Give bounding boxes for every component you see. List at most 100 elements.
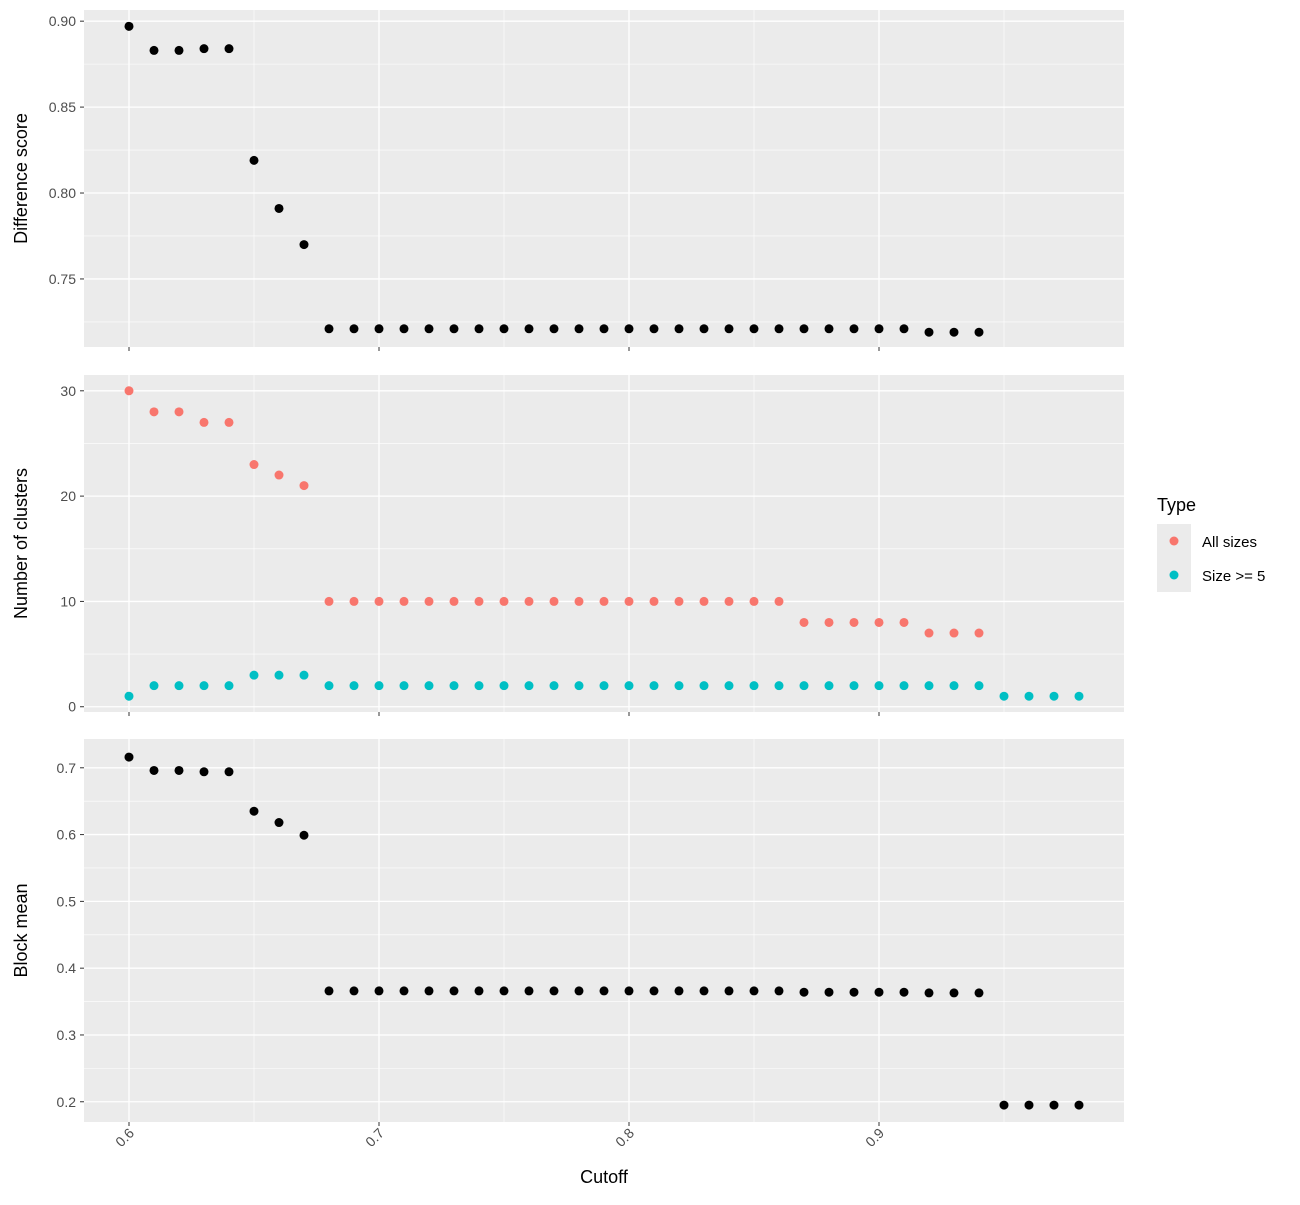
data-point <box>199 417 209 427</box>
data-point <box>574 596 584 606</box>
data-point <box>549 986 559 996</box>
data-point <box>274 203 284 213</box>
x-tick-label: 0.6 <box>112 1125 137 1150</box>
data-point <box>624 986 634 996</box>
data-point <box>949 628 959 638</box>
data-point <box>549 324 559 334</box>
data-point <box>924 681 934 691</box>
legend-label: Size >= 5 <box>1202 568 1265 585</box>
data-point <box>949 988 959 998</box>
data-point <box>674 596 684 606</box>
data-point <box>974 628 984 638</box>
data-point <box>524 324 534 334</box>
data-point <box>349 681 359 691</box>
y-tick-label: 0 <box>68 699 76 715</box>
series-1 <box>124 752 1084 1110</box>
data-point <box>849 617 859 627</box>
data-point <box>649 681 659 691</box>
data-point <box>299 481 309 491</box>
panel-background <box>84 10 1124 347</box>
data-point <box>449 596 459 606</box>
data-point <box>424 681 434 691</box>
data-point <box>949 327 959 337</box>
data-point <box>174 45 184 55</box>
data-point <box>874 987 884 997</box>
data-point <box>849 987 859 997</box>
data-point <box>149 45 159 55</box>
data-point <box>749 986 759 996</box>
data-point <box>249 670 259 680</box>
data-point <box>274 818 284 828</box>
data-point <box>674 324 684 334</box>
data-point <box>724 596 734 606</box>
data-point <box>999 691 1009 701</box>
x-tick-label: 0.8 <box>612 1125 637 1150</box>
y-tick-label: 0.5 <box>57 893 77 909</box>
data-point <box>499 681 509 691</box>
data-point <box>399 324 409 334</box>
data-point <box>524 681 534 691</box>
y-tick-label: 0.90 <box>49 13 76 29</box>
data-point <box>424 986 434 996</box>
x-tick-label: 0.7 <box>362 1125 387 1150</box>
data-point <box>699 324 709 334</box>
data-point <box>924 988 934 998</box>
data-point <box>224 417 234 427</box>
data-point <box>124 21 134 31</box>
data-point <box>1024 1100 1034 1110</box>
data-point <box>899 617 909 627</box>
panel-1: 0.75 0.80 0.85 0.90 Difference score <box>11 10 1124 351</box>
data-point <box>974 681 984 691</box>
y-axis-title: Difference score <box>11 113 31 244</box>
data-point <box>849 681 859 691</box>
data-point <box>774 986 784 996</box>
data-point <box>324 681 334 691</box>
data-point <box>699 596 709 606</box>
data-point <box>374 681 384 691</box>
data-point <box>149 407 159 417</box>
data-point <box>374 324 384 334</box>
data-point <box>824 617 834 627</box>
data-point <box>1074 1100 1084 1110</box>
data-point <box>124 691 134 701</box>
data-point <box>699 986 709 996</box>
data-point <box>424 596 434 606</box>
panel-3: 0.2 0.3 0.4 0.5 0.6 0.7 Block mean <box>11 739 1124 1126</box>
data-point <box>899 324 909 334</box>
data-point <box>974 327 984 337</box>
data-point <box>549 596 559 606</box>
legend-key-marker <box>1169 536 1179 546</box>
series-all-sizes <box>124 386 984 638</box>
data-point <box>349 596 359 606</box>
data-point <box>674 681 684 691</box>
data-point <box>299 830 309 840</box>
data-point <box>624 681 634 691</box>
data-point <box>399 681 409 691</box>
data-point <box>399 596 409 606</box>
data-point <box>824 324 834 334</box>
data-point <box>724 681 734 691</box>
data-point <box>874 617 884 627</box>
data-point <box>724 986 734 996</box>
data-point <box>224 767 234 777</box>
data-point <box>524 986 534 996</box>
data-point <box>124 386 134 396</box>
data-point <box>499 324 509 334</box>
data-point <box>749 681 759 691</box>
data-point <box>249 460 259 470</box>
legend-label: All sizes <box>1202 534 1257 551</box>
data-point <box>649 596 659 606</box>
data-point <box>399 986 409 996</box>
data-point <box>374 986 384 996</box>
data-point <box>949 681 959 691</box>
data-point <box>874 681 884 691</box>
data-point <box>824 987 834 997</box>
data-point <box>799 324 809 334</box>
data-point <box>774 324 784 334</box>
data-point <box>849 324 859 334</box>
panel-background <box>84 375 1124 712</box>
y-tick-label: 0.4 <box>57 960 77 976</box>
data-point <box>424 324 434 334</box>
data-point <box>1024 691 1034 701</box>
